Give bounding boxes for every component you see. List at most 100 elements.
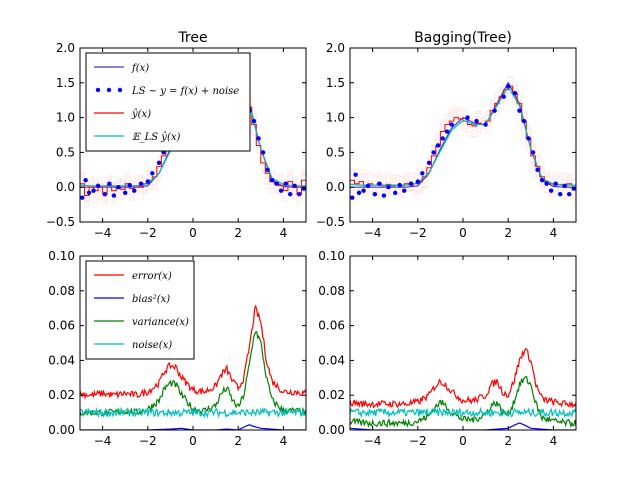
y-tick-label: 0.08 (48, 284, 75, 298)
ensemble-line (350, 77, 576, 198)
data-point (269, 178, 275, 183)
y-tick-label: 0.06 (48, 319, 75, 333)
legend-label: f(x) (131, 63, 149, 74)
series-line (350, 347, 576, 409)
panels: −4 −2 0 2 4 −0.5 0.0 0.5 1.0 1.5 2.0 Tree f(x) LS ~ y… (46, 30, 577, 448)
legend-label: variance(x) (132, 317, 189, 328)
chart-panel: −4 −2 0 2 4 −0.5 0.0 0.5 1.0 1.5 2.0 Tree f(x) LS ~ y… (46, 30, 307, 240)
y-tick-label: 0.06 (318, 319, 345, 333)
series-line (350, 422, 576, 430)
data-point (535, 167, 540, 172)
x-tick-label: 0 (459, 434, 467, 448)
data-point (548, 188, 554, 193)
series-line (80, 330, 306, 417)
data-point (415, 179, 420, 184)
data-point (465, 115, 470, 120)
ensemble-line (350, 86, 576, 196)
data-point (444, 129, 450, 134)
data-point (111, 193, 117, 198)
x-tick-label: −4 (94, 434, 112, 448)
x-tick-label: 4 (550, 226, 558, 240)
legend-label: LS ~ y = f(x) + noise (131, 86, 239, 97)
y-tick-label: 2.0 (326, 41, 345, 55)
data-point (506, 84, 511, 89)
ensemble-line (350, 83, 576, 199)
y-tick-label: 1.0 (326, 111, 345, 125)
data-point (86, 190, 92, 195)
series-line (80, 424, 306, 430)
y-tick-label: 0.02 (48, 388, 75, 402)
data-point (274, 181, 279, 186)
data-point (365, 183, 371, 189)
series-line (350, 406, 576, 419)
y-tick-label: 0.5 (326, 145, 345, 159)
data-point (138, 181, 144, 186)
data-point (150, 171, 155, 176)
data-point (386, 185, 391, 190)
x-tick-label: −2 (139, 226, 157, 240)
x-tick-label: 4 (280, 434, 288, 448)
x-tick-label: −2 (409, 226, 427, 240)
y-tick-label: 0.04 (318, 353, 345, 367)
data-point (377, 181, 382, 186)
y-tick-label: 0.02 (318, 388, 345, 402)
data-point (440, 136, 445, 141)
legend-marker (117, 87, 123, 93)
data-point (356, 190, 362, 195)
data-point (567, 191, 572, 197)
chart-panel: −4 −2 0 2 4 0.00 0.02 0.04 0.06 0.08 0.10 (318, 249, 577, 448)
data-point (426, 160, 432, 166)
series-line (350, 375, 576, 429)
legend-marker (106, 87, 112, 93)
data-point (83, 178, 88, 183)
legend-label: ŷ(x) (131, 109, 151, 120)
y-tick-label: 0.10 (318, 249, 345, 263)
data-point (95, 183, 101, 189)
data-point (123, 190, 128, 195)
x-tick-label: −4 (364, 434, 382, 448)
data-point (402, 188, 407, 193)
x-tick-label: 2 (234, 434, 242, 448)
data-point (260, 150, 266, 155)
data-point (474, 118, 479, 124)
y-tick-label: −0.5 (316, 215, 345, 229)
y-tick-label: 0.10 (48, 249, 75, 263)
data-point (251, 118, 257, 124)
x-tick-label: −2 (139, 434, 157, 448)
data-point (408, 181, 414, 186)
data-point (492, 108, 497, 113)
y-tick-label: 0.08 (318, 284, 345, 298)
data-point (127, 182, 132, 188)
x-tick-label: 4 (280, 226, 288, 240)
data-point (80, 195, 85, 200)
data-point (483, 122, 488, 127)
data-point (449, 122, 454, 127)
data-point (353, 172, 358, 177)
y-tick-label: 0.00 (48, 423, 75, 437)
data-point (145, 179, 150, 184)
data-point (557, 191, 563, 197)
plot-area (350, 75, 576, 200)
legend-label: noise(x) (132, 340, 172, 351)
ensemble-line (350, 81, 576, 196)
legend-label: bias²(x) (132, 294, 170, 305)
y-tick-label: 0.0 (56, 180, 75, 194)
data-point (287, 191, 293, 197)
legend-label: 𝔼_LS ŷ(x) (132, 132, 180, 143)
data-point (512, 91, 518, 96)
data-point (102, 191, 108, 197)
data-point (361, 188, 366, 193)
data-point (526, 136, 531, 141)
legend-marker (95, 87, 101, 93)
data-point (562, 183, 567, 189)
data-point (91, 188, 96, 193)
y-tick-label: −0.5 (46, 215, 75, 229)
data-point (265, 167, 270, 172)
legend: error(x) bias²(x) variance(x) noise(x) (85, 260, 195, 360)
chart-title: Tree (177, 30, 207, 46)
data-point (393, 190, 398, 195)
legend-label: error(x) (132, 271, 172, 282)
data-point (107, 181, 112, 186)
legend: f(x) LS ~ y = f(x) + noise ŷ(x) 𝔼_LS ŷ(x) (85, 52, 251, 152)
data-point (256, 136, 261, 141)
